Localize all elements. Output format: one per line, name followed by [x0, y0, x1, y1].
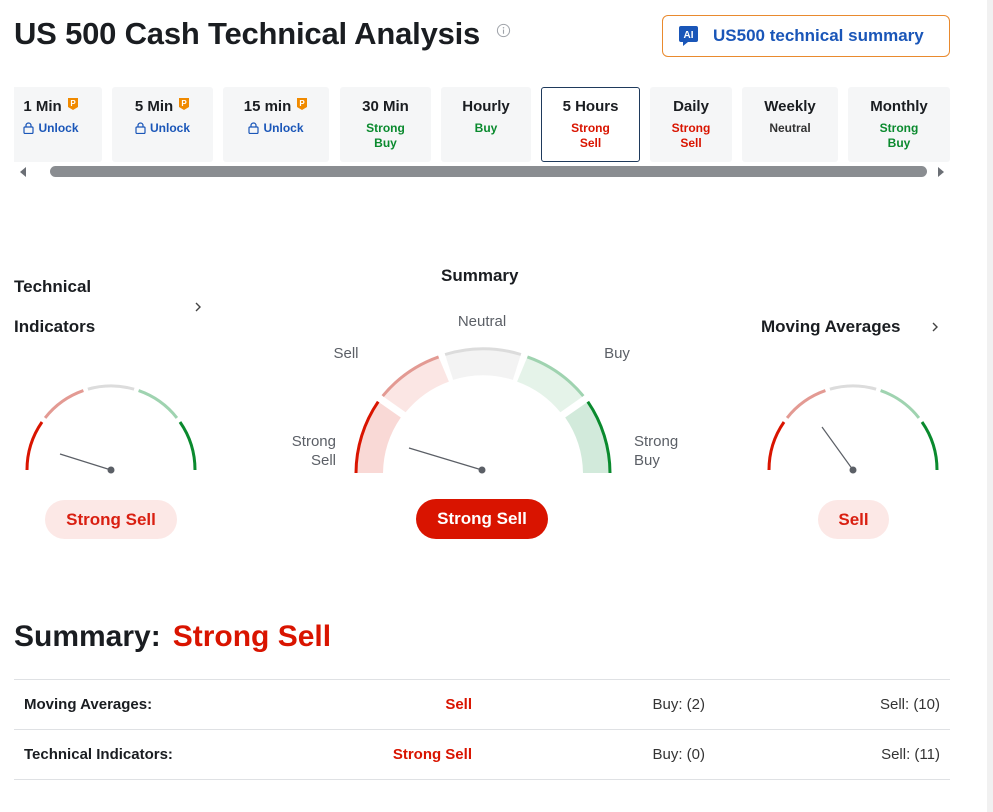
tab-signal: Strong Sell [571, 121, 610, 150]
summary-label: Summary: [14, 620, 161, 653]
page-scrollbar[interactable] [987, 0, 993, 812]
svg-text:P: P [70, 99, 76, 108]
scroll-right-arrow-icon[interactable] [938, 167, 944, 177]
gauge-label-strong-sell: Strong Sell [291, 433, 336, 469]
tab-1-min[interactable]: 1 Min P Unlock [14, 87, 102, 162]
gauge-label-buy: Buy [604, 345, 630, 362]
technical-indicators-heading-line2[interactable]: Indicators [14, 317, 96, 336]
gauge-label-sell: Sell [333, 345, 359, 362]
row-buy-count: Buy: (0) [652, 746, 705, 763]
moving-averages-gauge [767, 384, 939, 474]
gauge-label-neutral: Neutral [457, 313, 507, 330]
svg-text:AI: AI [684, 30, 694, 41]
unlock-link[interactable]: Unlock [38, 121, 79, 135]
summary-result-badge: Strong Sell [416, 499, 548, 539]
tab-label: Daily [673, 98, 709, 115]
lock-icon [23, 122, 35, 134]
summary-table: Moving Averages: Sell Buy: (2) Sell: (10… [14, 679, 950, 780]
technical-indicators-result-badge: Strong Sell [45, 500, 177, 539]
row-sell-count: Sell: (10) [879, 696, 940, 713]
ai-summary-label: US500 technical summary [713, 26, 924, 45]
tab-label: 30 Min [362, 98, 409, 115]
moving-averages-result-badge: Sell [818, 500, 889, 539]
tab-label: 15 min [243, 98, 292, 115]
tab-label: 1 Min [23, 98, 62, 115]
timeframe-tabs: 1 Min P Unlock 5 Min P Unlock 15 min P Unlo… [14, 87, 950, 162]
summary-gauge [354, 347, 612, 474]
tab-30-min[interactable]: 30 Min Strong Buy [340, 87, 431, 162]
tab-5-min[interactable]: 5 Min P Unlock [112, 87, 213, 162]
summary-value: Strong Sell [172, 620, 332, 653]
tab-15-min[interactable]: 15 min P Unlock [223, 87, 329, 162]
technical-indicators-gauge [25, 384, 197, 474]
info-circle-icon[interactable] [496, 23, 511, 38]
ai-technical-summary-button[interactable]: AI US500 technical summary [662, 15, 950, 57]
pro-badge-icon: P [297, 98, 308, 110]
scrollbar-thumb[interactable] [50, 166, 927, 177]
svg-text:P: P [300, 99, 306, 108]
svg-text:P: P [182, 99, 188, 108]
tab-5-hours[interactable]: 5 Hours Strong Sell [541, 87, 640, 162]
pro-badge-icon: P [67, 98, 78, 110]
row-name: Moving Averages: [24, 696, 153, 713]
lock-icon [135, 122, 146, 134]
technical-indicators-heading-line1[interactable]: Technical [14, 277, 92, 296]
unlock-link[interactable]: Unlock [149, 121, 190, 135]
tab-hourly[interactable]: Hourly Buy [441, 87, 531, 162]
ai-chat-icon: AI [679, 26, 698, 46]
table-row: Moving Averages: Sell Buy: (2) Sell: (10… [14, 680, 950, 730]
row-name: Technical Indicators: [24, 746, 173, 763]
tab-signal: Buy [474, 121, 498, 135]
tab-signal: Strong Buy [879, 121, 919, 150]
tab-daily[interactable]: Daily Strong Sell [650, 87, 732, 162]
tab-monthly[interactable]: Monthly Strong Buy [848, 87, 950, 162]
chevron-right-icon[interactable] [193, 302, 203, 312]
tab-label: 5 Min [134, 98, 174, 115]
tab-signal: Strong Buy [366, 121, 405, 150]
tab-weekly[interactable]: Weekly Neutral [742, 87, 838, 162]
row-sell-count: Sell: (11) [881, 746, 940, 763]
pro-badge-icon: P [179, 98, 190, 110]
summary-gauge-title: Summary [441, 266, 519, 285]
table-row: Technical Indicators: Strong Sell Buy: (… [14, 730, 950, 780]
lock-icon [248, 122, 260, 134]
chevron-right-icon[interactable] [930, 322, 940, 332]
tab-label: Hourly [462, 98, 510, 115]
summary-heading: Summary: Strong Sell [14, 620, 331, 654]
tab-signal: Neutral [769, 121, 811, 135]
scroll-left-arrow-icon[interactable] [20, 167, 26, 177]
page-title: US 500 Cash Technical Analysis [14, 16, 481, 51]
tab-label: 5 Hours [562, 98, 619, 115]
tab-signal: Strong Sell [671, 121, 711, 150]
tab-label: Weekly [764, 98, 816, 115]
row-buy-count: Buy: (2) [652, 696, 705, 713]
row-signal: Sell [445, 696, 472, 713]
tabs-scrollbar[interactable] [14, 164, 950, 180]
unlock-link[interactable]: Unlock [263, 121, 304, 135]
gauge-label-strong-buy: Strong Buy [634, 433, 679, 469]
row-signal: Strong Sell [392, 746, 472, 763]
tab-label: Monthly [870, 98, 928, 115]
moving-averages-heading[interactable]: Moving Averages [761, 317, 901, 336]
